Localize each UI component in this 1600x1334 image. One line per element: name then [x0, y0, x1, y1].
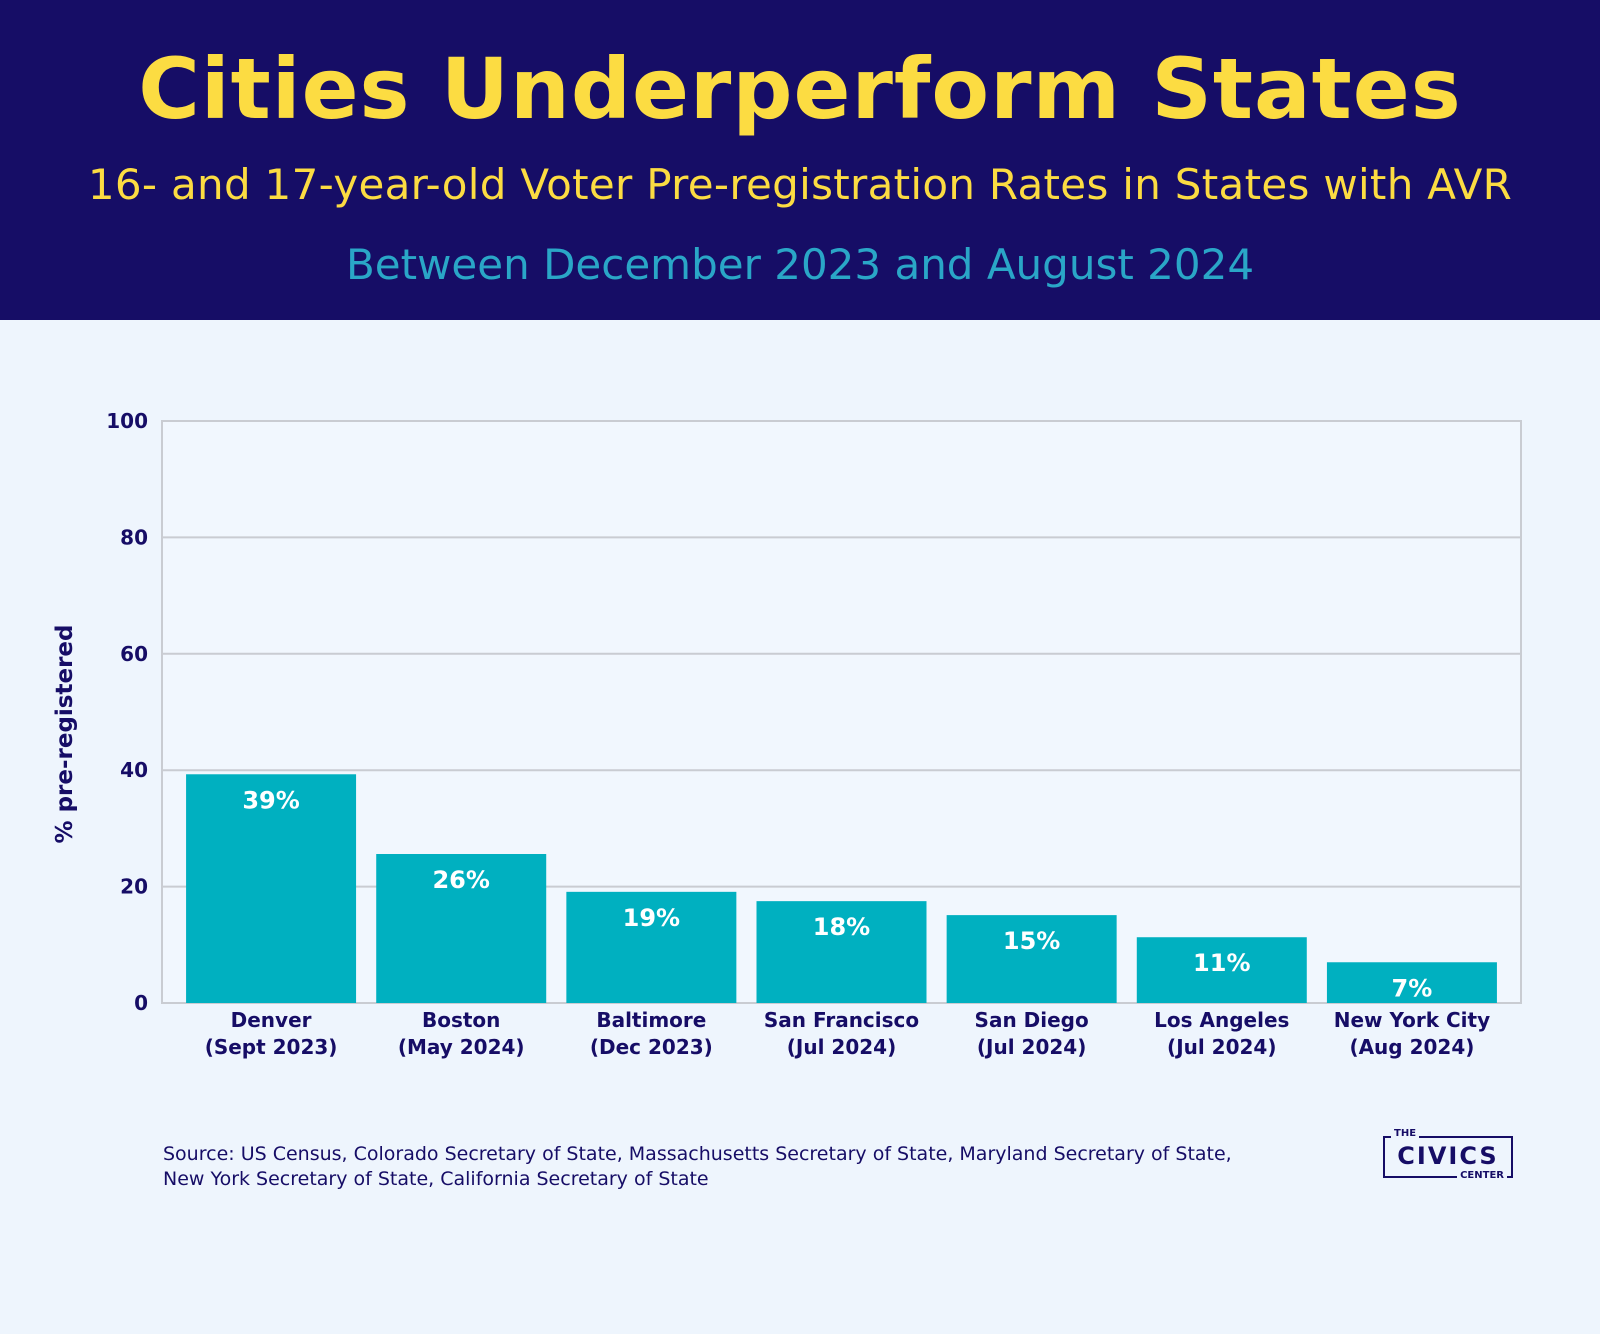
- bar: [1326, 962, 1497, 1003]
- x-category-label: San Francisco: [764, 1008, 919, 1032]
- header-banner: Cities Underperform States 16- and 17-ye…: [0, 0, 1600, 320]
- y-tick-label: 60: [120, 642, 148, 666]
- y-tick-label: 80: [120, 525, 148, 549]
- bar-data-label: 7%: [1392, 974, 1433, 1002]
- logo-center-text: CENTER: [1457, 1170, 1507, 1181]
- bar: [186, 774, 357, 1003]
- civics-center-logo: THE CIVICS CENTER: [1383, 1128, 1515, 1181]
- chart-period: Between December 2023 and August 2024: [345, 240, 1255, 289]
- x-category-label: (Dec 2023): [590, 1035, 713, 1059]
- bar: [1136, 937, 1307, 1003]
- x-category-label: Baltimore: [596, 1008, 706, 1032]
- y-axis-label: % pre-registered: [52, 625, 78, 844]
- x-category-label: San Diego: [975, 1008, 1089, 1032]
- bar-data-label: 15%: [1003, 927, 1060, 955]
- bar-data-label: 18%: [813, 913, 870, 941]
- x-category-label: Denver: [231, 1008, 312, 1032]
- x-category-label: (May 2024): [398, 1035, 525, 1059]
- y-tick-label: 20: [120, 875, 148, 899]
- bar-data-label: 19%: [623, 904, 680, 932]
- bar-chart: 0 20 40 60 80 100 % pre-registered 39% Denver (Se…: [52, 409, 1522, 1059]
- x-category-label: New York City: [1334, 1008, 1490, 1032]
- x-category-label: (Jul 2024): [787, 1035, 896, 1059]
- x-category-label: (Jul 2024): [977, 1035, 1086, 1059]
- bar-data-label: 11%: [1193, 949, 1250, 977]
- source-note: Source: US Census, Colorado Secretary of…: [163, 1142, 1363, 1192]
- logo-the-text: THE: [1391, 1128, 1420, 1139]
- bar-data-label: 39%: [242, 786, 299, 814]
- x-category-label: (Jul 2024): [1167, 1035, 1276, 1059]
- bar: [566, 891, 737, 1003]
- x-category-label: Los Angeles: [1154, 1008, 1289, 1032]
- x-category-label: Boston: [422, 1008, 500, 1032]
- y-tick-label: 100: [106, 409, 148, 433]
- logo-civics-text: CIVICS: [1397, 1142, 1499, 1170]
- x-category-label: (Sept 2023): [205, 1035, 338, 1059]
- y-tick-label: 0: [134, 991, 148, 1015]
- source-line-1: Source: US Census, Colorado Secretary of…: [163, 1143, 1232, 1165]
- logo-frame: [1383, 1136, 1513, 1178]
- bar: [376, 854, 547, 1003]
- bar: [756, 901, 927, 1003]
- chart-title: Cities Underperform States: [138, 40, 1462, 138]
- bar-data-label: 26%: [432, 866, 489, 894]
- x-category-label: (Aug 2024): [1349, 1035, 1474, 1059]
- source-line-2: New York Secretary of State, California …: [163, 1168, 709, 1190]
- bar: [946, 915, 1117, 1003]
- chart-subtitle: 16- and 17-year-old Voter Pre-registrati…: [87, 160, 1513, 209]
- y-tick-label: 40: [120, 758, 148, 782]
